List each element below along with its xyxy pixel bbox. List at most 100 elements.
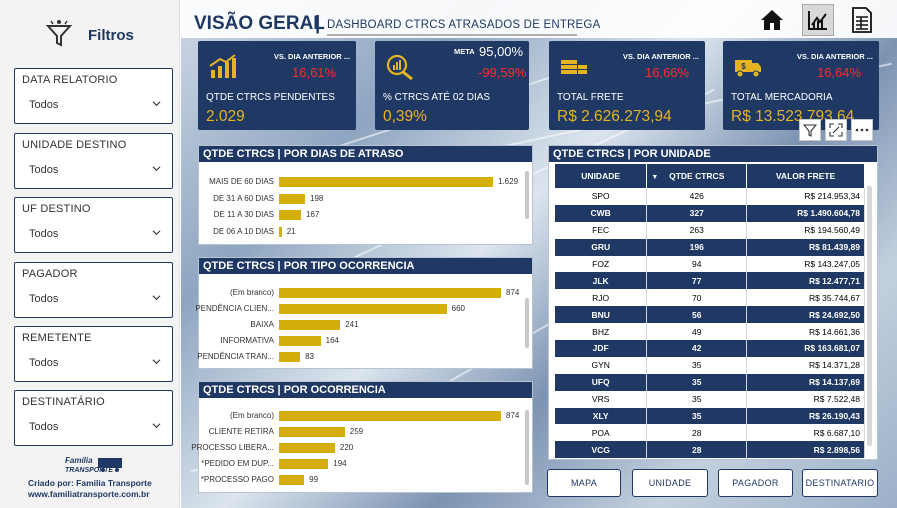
kpi-card-percentual[interactable]: META 95,00% -99,59% % CTRCS ATÉ 02 DIAS … xyxy=(375,41,529,130)
bar-row[interactable]: CLIENTE RETIRA 259 xyxy=(199,426,532,438)
chart-scrollbar[interactable] xyxy=(525,410,529,485)
table-row[interactable]: BNU 56 R$ 24.692,50 xyxy=(555,306,865,324)
bar[interactable] xyxy=(279,352,301,362)
filter-icon[interactable] xyxy=(799,119,821,141)
table-scrollbar[interactable] xyxy=(867,186,872,446)
cell-unidade: SPO xyxy=(555,188,648,205)
bar[interactable] xyxy=(279,288,501,298)
bar[interactable] xyxy=(279,226,282,237)
bar-row[interactable]: PENDÊNCIA TRAN... 83 xyxy=(197,351,532,363)
unit-table-panel[interactable]: QTDE CTRCS | POR UNIDADE UNIDADE ▼ QTDE … xyxy=(548,145,878,460)
bar-row[interactable]: *PEDIDO EM DUP... 194 xyxy=(199,458,532,470)
btn-mapa[interactable]: MAPA xyxy=(547,469,621,497)
chart-dias-atraso[interactable]: QTDE CTRCS | POR DIAS DE ATRASO MAIS DE … xyxy=(198,145,533,245)
bar-category-label: BAIXA xyxy=(250,320,274,329)
cell-unidade: GYN xyxy=(555,356,648,374)
column-header-qtde[interactable]: ▼ QTDE CTRCS xyxy=(646,164,748,188)
bar-row[interactable]: INFORMATIVA 164 xyxy=(199,335,532,347)
focus-mode-icon[interactable] xyxy=(825,119,847,141)
sidebar-title: Filtros xyxy=(88,27,134,44)
kpi-card-frete[interactable]: VS. DIA ANTERIOR ... 16,66% TOTAL FRETE … xyxy=(549,41,705,130)
kpi-change: 16,66% xyxy=(645,65,690,80)
filter-dropdown[interactable]: Todos xyxy=(22,417,165,437)
chart-scrollbar[interactable] xyxy=(525,298,529,348)
filter-data-relatorio[interactable]: DATA RELATORIO Todos xyxy=(14,68,173,124)
bar[interactable] xyxy=(279,459,329,469)
table-row[interactable]: XLY 35 R$ 26.190,43 xyxy=(555,407,865,425)
svg-text:TRANSPORTE: TRANSPORTE xyxy=(65,467,113,474)
bar[interactable] xyxy=(279,427,345,437)
cell-unidade: UFQ xyxy=(555,373,648,391)
bar[interactable] xyxy=(279,177,493,187)
btn-destinatario[interactable]: DESTINATARIO xyxy=(802,469,878,497)
filter-dropdown[interactable]: Todos xyxy=(22,95,165,115)
bar[interactable] xyxy=(279,304,447,314)
table-row[interactable]: FEC 263 R$ 194.560,49 xyxy=(555,221,865,239)
filter-dropdown[interactable]: Todos xyxy=(22,160,165,180)
kpi-value: 0,39% xyxy=(383,108,427,125)
company-logo: Família TRANSPORTE xyxy=(10,450,170,505)
filter-dropdown[interactable]: Todos xyxy=(22,289,165,309)
table-row[interactable]: BHZ 49 R$ 14.661,36 xyxy=(555,323,865,341)
bar[interactable] xyxy=(279,411,501,421)
bar[interactable] xyxy=(279,443,335,453)
bar[interactable] xyxy=(279,475,305,485)
filter-dropdown[interactable]: Todos xyxy=(22,224,165,244)
more-options-icon[interactable] xyxy=(851,119,873,141)
btn-unidade[interactable]: UNIDADE xyxy=(632,469,708,497)
kpi-card-pendentes[interactable]: VS. DIA ANTERIOR ... 16,61% QTDE CTRCS P… xyxy=(198,41,356,130)
cell-valor: R$ 12.477,71 xyxy=(746,272,865,290)
title-separator: | xyxy=(315,13,321,34)
table-row[interactable]: POA 28 R$ 6.687,10 xyxy=(555,424,865,442)
table-row[interactable]: GYN 35 R$ 14.371,28 xyxy=(555,356,865,374)
filter-unidade-destino[interactable]: UNIDADE DESTINO Todos xyxy=(14,133,173,189)
table-row[interactable]: CWB 327 R$ 1.490.604,78 xyxy=(555,204,865,222)
bar[interactable] xyxy=(279,336,321,346)
filter-remetente[interactable]: REMETENTE Todos xyxy=(14,326,173,382)
chart-ocorrencia[interactable]: QTDE CTRCS | POR OCORRENCIA (Em branco) 8… xyxy=(191,381,533,493)
table-row[interactable]: VCG 28 R$ 2.898,56 xyxy=(555,441,865,459)
bar-row[interactable]: PROCESSO LIBERA... 220 xyxy=(191,442,532,454)
btn-pagador[interactable]: PAGADOR xyxy=(718,469,793,497)
bar-row[interactable]: (Em branco) 874 xyxy=(199,287,532,299)
chart-icon[interactable] xyxy=(802,4,834,36)
bar-row[interactable]: DE 31 A 60 DIAS 198 xyxy=(199,193,532,205)
chart-scrollbar[interactable] xyxy=(525,171,529,219)
table-row[interactable]: JDF 42 R$ 163.681,07 xyxy=(555,340,865,357)
table-icon[interactable] xyxy=(846,4,878,36)
column-header-unidade[interactable]: UNIDADE xyxy=(555,164,648,188)
bar-row[interactable]: DE 11 A 30 DIAS 167 xyxy=(199,209,532,221)
table-row[interactable]: RJO 70 R$ 35.744,67 xyxy=(555,289,865,307)
table-row[interactable]: JLK 77 R$ 12.477,71 xyxy=(555,272,865,290)
bar-row[interactable]: PENDÊNCIA CLIEN... 660 xyxy=(195,303,532,315)
home-icon[interactable] xyxy=(756,4,788,36)
chart-tipo-ocorrencia[interactable]: QTDE CTRCS | POR TIPO OCORRENCIA (Em bra… xyxy=(195,257,533,369)
table-row[interactable]: VRS 35 R$ 7.522,48 xyxy=(555,390,865,408)
bar[interactable] xyxy=(279,320,341,330)
cell-valor: R$ 14.371,28 xyxy=(746,356,865,374)
cell-valor: R$ 6.687,10 xyxy=(746,424,865,442)
filter-destinatario[interactable]: DESTINATÁRIO Todos xyxy=(14,390,173,446)
credit-website[interactable]: www.familiatransporte.com.br xyxy=(28,489,150,499)
bar-row[interactable]: DE 06 A 10 DIAS 21 xyxy=(199,226,532,238)
bar[interactable] xyxy=(279,193,305,204)
table-row[interactable]: SPO 426 R$ 214.953,34 xyxy=(555,188,865,205)
filter-uf-destino[interactable]: UF DESTINO Todos xyxy=(14,197,173,253)
table-row[interactable]: UFQ 35 R$ 14.137,69 xyxy=(555,373,865,391)
bar-row[interactable]: MAIS DE 60 DIAS 1.629 xyxy=(199,176,532,188)
bar-row[interactable]: (Em branco) 874 xyxy=(199,410,532,422)
kpi-card-mercadoria[interactable]: $ VS. DIA ANTERIOR ... 16,64% TOTAL MERC… xyxy=(723,41,879,130)
cell-unidade: JDF xyxy=(555,340,648,357)
table-row[interactable]: GRU 196 R$ 81.439,89 xyxy=(555,238,865,256)
kpi-change: 16,64% xyxy=(817,65,862,80)
filter-label: DATA RELATORIO xyxy=(22,74,118,86)
table-row[interactable]: FOZ 94 R$ 143.247,05 xyxy=(555,255,865,273)
filter-dropdown[interactable]: Todos xyxy=(22,353,165,373)
cell-qtde: 70 xyxy=(646,289,748,307)
bar-row[interactable]: BAIXA 241 xyxy=(199,319,532,331)
bar[interactable] xyxy=(279,210,301,220)
chart-title: QTDE CTRCS | POR OCORRENCIA xyxy=(199,382,532,398)
filter-pagador[interactable]: PAGADOR Todos xyxy=(14,262,173,318)
column-header-valor[interactable]: VALOR FRETE xyxy=(746,164,865,188)
bar-row[interactable]: *PROCESSO PAGO 99 xyxy=(199,474,532,486)
